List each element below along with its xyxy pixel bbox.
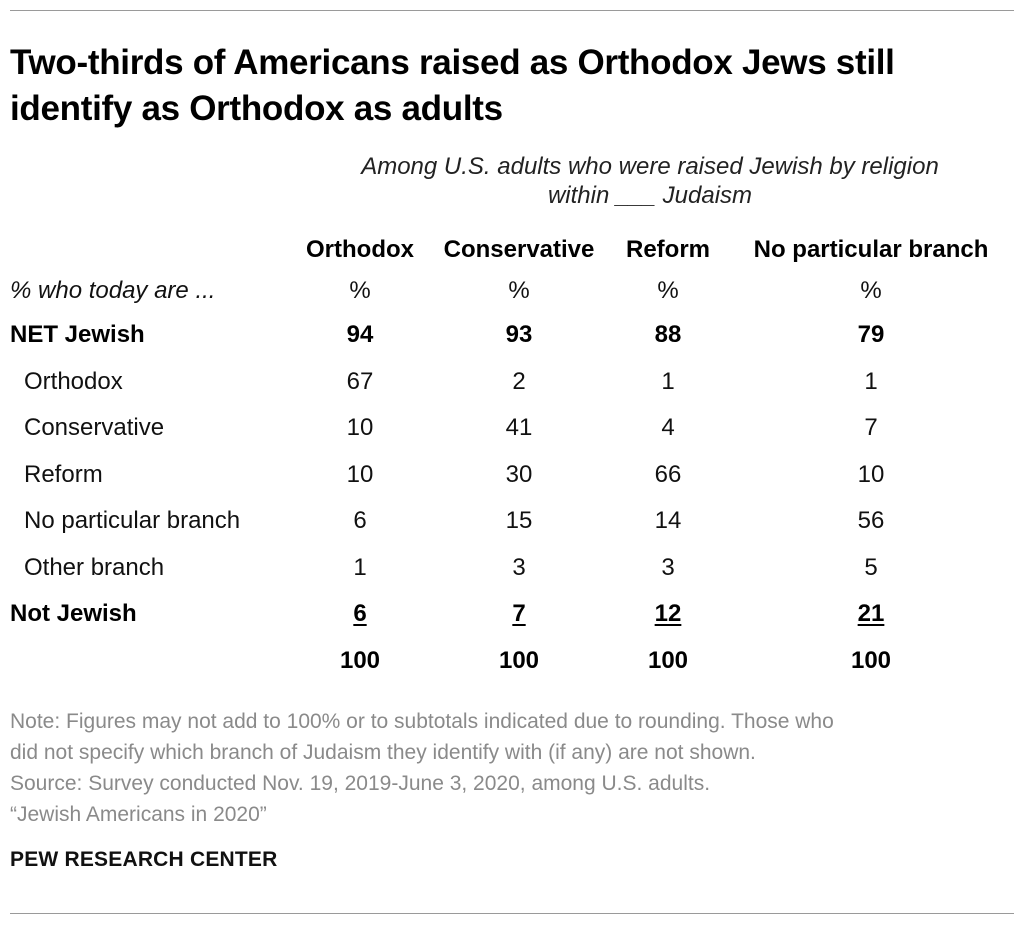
total-cell: 100	[339, 647, 381, 674]
notes: Note: Figures may not add to 100% or to …	[10, 706, 1010, 830]
unit-row-label: % who today are ...	[10, 277, 216, 304]
table-cell: 10	[346, 460, 374, 488]
table-cell: 2	[512, 367, 526, 395]
table-cell: 21	[857, 600, 885, 627]
source-line: Source: Survey conducted Nov. 19, 2019-J…	[10, 772, 711, 795]
table-cell: 6	[353, 600, 367, 627]
chart-title: Two-thirds of Americans raised as Orthod…	[10, 43, 895, 128]
total-cell: 100	[850, 647, 892, 674]
total-cell: 100	[498, 647, 540, 674]
unit-cell: %	[508, 277, 530, 304]
table-cell: 14	[654, 507, 682, 534]
row-label: NET Jewish	[10, 321, 145, 348]
table-cell: 7	[512, 600, 526, 627]
note-line: did not specify which branch of Judaism …	[10, 741, 756, 764]
table-cell: 30	[505, 460, 533, 488]
table-cell: 56	[857, 507, 885, 534]
table-cell: 3	[661, 553, 675, 581]
table-cell: 1	[353, 553, 367, 581]
table-cell: 66	[654, 460, 682, 488]
column-header: No particular branch	[753, 236, 989, 263]
table-cell: 12	[654, 600, 682, 627]
unit-cell: %	[657, 277, 679, 304]
row-label: Not Jewish	[10, 600, 137, 627]
column-header: Conservative	[443, 236, 595, 263]
total-cell: 100	[647, 647, 689, 674]
table-cell: 1	[864, 367, 878, 395]
brand-logo-text: PEW RESEARCH CENTER	[10, 848, 278, 871]
row-label: Orthodox	[24, 367, 123, 395]
table-cell: 79	[857, 321, 885, 348]
table-cell: 88	[654, 321, 682, 348]
table-cell: 67	[346, 367, 374, 395]
row-label: No particular branch	[24, 507, 241, 534]
table-cell: 10	[346, 414, 374, 441]
row-label: Reform	[24, 460, 103, 488]
top-rule	[10, 10, 1014, 11]
table-cell: 6	[353, 507, 367, 534]
unit-cell: %	[860, 277, 882, 304]
column-header: Reform	[625, 236, 711, 263]
bottom-rule	[10, 913, 1014, 914]
row-label: Conservative	[24, 414, 165, 441]
row-label: Other branch	[24, 553, 165, 581]
table-cell: 4	[661, 414, 675, 441]
table-cell: 1	[661, 367, 675, 395]
table-cell: 93	[505, 321, 533, 348]
column-header: Orthodox	[306, 236, 414, 263]
report-line: “Jewish Americans in 2020”	[10, 803, 267, 826]
table-cell: 7	[864, 414, 878, 441]
note-line: Note: Figures may not add to 100% or to …	[10, 710, 834, 733]
chart-subtitle: Among U.S. adults who were raised Jewish…	[361, 153, 939, 209]
table-cell: 94	[346, 321, 374, 348]
table-cell: 5	[864, 553, 878, 581]
table-cell: 10	[857, 460, 885, 488]
unit-cell: %	[349, 277, 371, 304]
table-cell: 15	[505, 507, 533, 534]
table-cell: 3	[512, 553, 526, 581]
table-cell: 41	[505, 414, 533, 441]
